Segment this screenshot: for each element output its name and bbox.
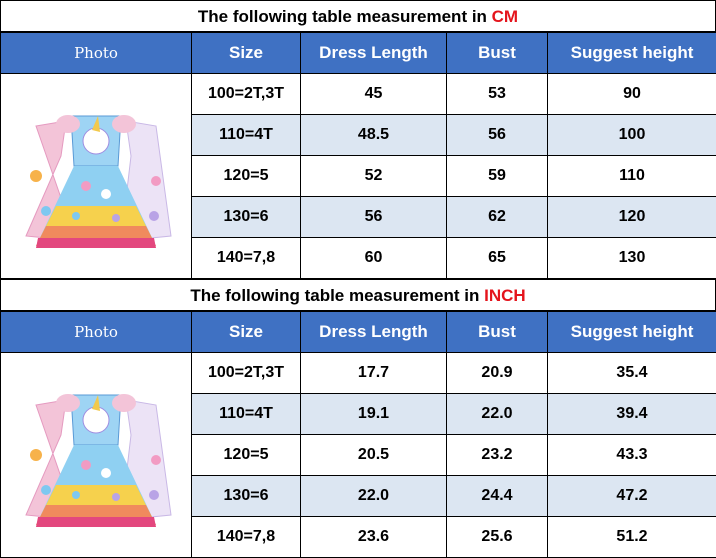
cell-size: 140=7,8	[191, 237, 301, 279]
cell-suggest-height: 43.3	[547, 434, 716, 476]
cell-suggest-height: 110	[547, 155, 716, 197]
dress-image-icon	[25, 394, 172, 527]
cm-title-prefix: The following table measurement in	[197, 7, 492, 26]
table-row: 110=4T 19.1 22.0 39.4	[1, 393, 716, 435]
cell-size: 120=5	[191, 434, 301, 476]
cell-suggest-height: 120	[547, 196, 716, 238]
header-suggest-height: Suggest height	[547, 32, 716, 74]
table-row: 110=4T 48.5 56 100	[1, 114, 716, 156]
cm-size-table: Photo Size Dress Length Bust Suggest hei…	[0, 32, 716, 279]
header-size: Size	[191, 311, 301, 353]
inch-header-row: Photo Size Dress Length Bust Suggest hei…	[0, 311, 716, 353]
inch-title-prefix: The following table measurement in	[190, 286, 485, 305]
cell-size: 130=6	[191, 196, 301, 238]
inch-unit-label: INCH	[484, 286, 526, 305]
header-photo: Photo	[0, 311, 192, 353]
table-row: 100=2T,3T 45 53 90	[0, 73, 716, 279]
cell-size: 130=6	[191, 475, 301, 517]
cell-size: 100=2T,3T	[191, 73, 301, 115]
cell-size: 110=4T	[191, 114, 301, 156]
cell-dress-length: 52	[300, 155, 447, 197]
cell-dress-length: 45	[300, 73, 447, 115]
dress-photo	[0, 352, 192, 558]
cm-table-title: The following table measurement in CM	[0, 0, 716, 32]
cell-dress-length: 19.1	[300, 393, 447, 435]
cell-suggest-height: 51.2	[547, 516, 716, 558]
cell-bust: 24.4	[446, 475, 548, 517]
table-row: 130=6 22.0 24.4 47.2	[1, 475, 716, 517]
cell-dress-length: 48.5	[300, 114, 447, 156]
dress-photo	[0, 73, 192, 279]
cell-bust: 56	[446, 114, 548, 156]
header-dress-length: Dress Length	[300, 311, 447, 353]
cell-dress-length: 22.0	[300, 475, 447, 517]
cell-suggest-height: 90	[547, 73, 716, 115]
cell-bust: 62	[446, 196, 548, 238]
table-row: 140=7,8 23.6 25.6 51.2	[1, 516, 716, 558]
cell-suggest-height: 47.2	[547, 475, 716, 517]
cell-dress-length: 56	[300, 196, 447, 238]
table-row: 120=5 52 59 110	[1, 155, 716, 197]
table-row: 140=7,8 60 65 130	[1, 237, 716, 279]
cell-bust: 65	[446, 237, 548, 279]
table-row: 100=2T,3T 17.7 20.9 35.4	[0, 352, 716, 558]
cell-size: 120=5	[191, 155, 301, 197]
cell-bust: 25.6	[446, 516, 548, 558]
cell-dress-length: 20.5	[300, 434, 447, 476]
cell-suggest-height: 35.4	[547, 352, 716, 394]
table-row: 120=5 20.5 23.2 43.3	[1, 434, 716, 476]
header-size: Size	[191, 32, 301, 74]
header-bust: Bust	[446, 311, 548, 353]
table-row: 130=6 56 62 120	[1, 196, 716, 238]
cell-suggest-height: 39.4	[547, 393, 716, 435]
cm-unit-label: CM	[491, 7, 519, 26]
cell-bust: 22.0	[446, 393, 548, 435]
cell-suggest-height: 130	[547, 237, 716, 279]
cell-size: 140=7,8	[191, 516, 301, 558]
cell-suggest-height: 100	[547, 114, 716, 156]
cell-size: 110=4T	[191, 393, 301, 435]
cell-dress-length: 23.6	[300, 516, 447, 558]
header-bust: Bust	[446, 32, 548, 74]
cm-header-row: Photo Size Dress Length Bust Suggest hei…	[0, 32, 716, 74]
cell-bust: 59	[446, 155, 548, 197]
cell-dress-length: 17.7	[300, 352, 447, 394]
header-suggest-height: Suggest height	[547, 311, 716, 353]
cell-bust: 23.2	[446, 434, 548, 476]
cell-size: 100=2T,3T	[191, 352, 301, 394]
inch-table-title: The following table measurement in INCH	[0, 279, 716, 311]
header-dress-length: Dress Length	[300, 32, 447, 74]
dress-image-icon	[25, 115, 172, 248]
cell-bust: 53	[446, 73, 548, 115]
cell-dress-length: 60	[300, 237, 447, 279]
inch-size-table: Photo Size Dress Length Bust Suggest hei…	[0, 311, 716, 558]
cell-bust: 20.9	[446, 352, 548, 394]
header-photo: Photo	[0, 32, 192, 74]
